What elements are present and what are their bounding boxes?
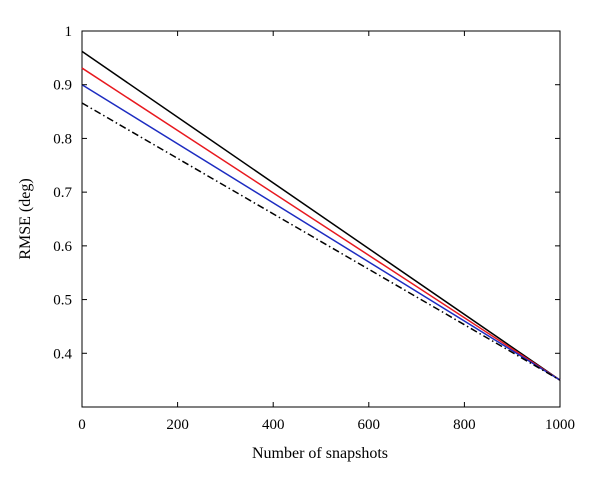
y-tick-label: 0.8 [53,131,72,147]
plot-frame [81,30,561,408]
y-tick-label: 0.5 [53,293,72,309]
ticks-layer: 0 200 400 600 800 1000 0.4 0.5 0.6 0.7 0.8 0.9 1 [53,24,575,433]
x-tick-label: 600 [358,417,381,433]
y-tick-label: 0.4 [53,346,72,362]
series-line-4 [81,102,561,381]
y-tick-label: 0.9 [53,78,72,94]
y-tick-label: 0.6 [53,239,72,255]
y-axis-label: RMSE (deg) [17,178,34,259]
y-tick-label: 1 [65,24,73,40]
series-line-2 [81,67,561,381]
x-tick-label: 400 [262,417,285,433]
y-tick-label: 0.7 [53,185,72,201]
x-tick-label: 0 [78,417,86,433]
series-line-1 [81,50,561,381]
x-axis-label: Number of snapshots [252,445,388,462]
series-layer [81,50,561,381]
series-line-3 [81,84,561,381]
x-tick-label: 800 [453,417,476,433]
x-tick-label: 200 [166,417,189,433]
x-tick-label: 1000 [545,417,575,433]
